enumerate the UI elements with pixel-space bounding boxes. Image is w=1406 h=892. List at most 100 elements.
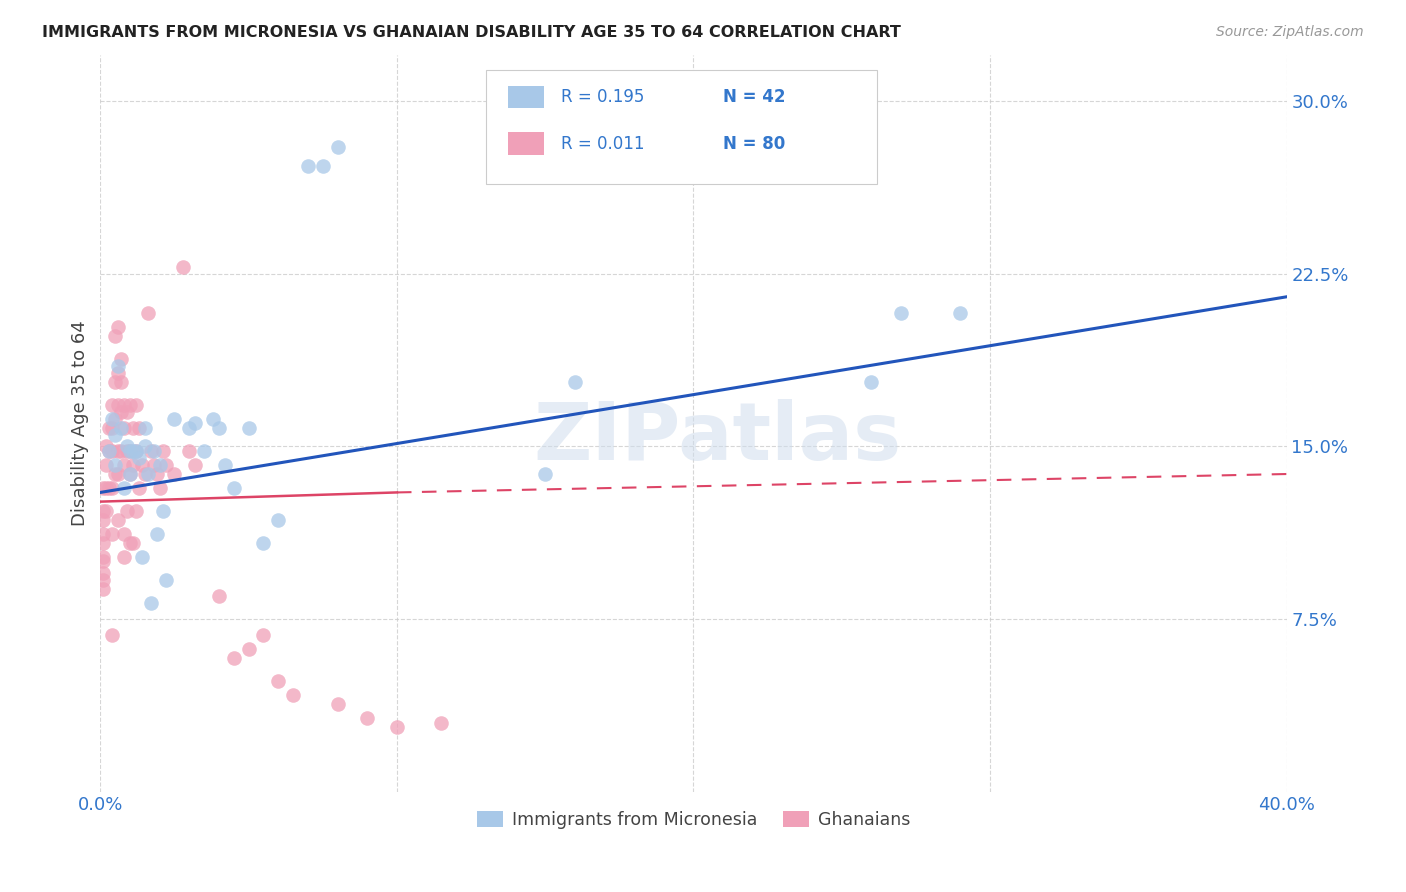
Point: [101, 444, 124, 458]
Point: [118, 398, 141, 412]
Point: [122, 536, 145, 550]
Point: [118, 444, 141, 458]
Point: [122, 458, 145, 472]
Y-axis label: Disability Age 35 to 64: Disability Age 35 to 64: [72, 320, 89, 526]
Point: [208, 421, 231, 435]
Point: [152, 444, 174, 458]
Point: [110, 405, 132, 419]
Point: [91, 513, 114, 527]
Point: [110, 375, 132, 389]
Point: [107, 398, 129, 412]
Point: [98, 444, 121, 458]
Point: [252, 628, 274, 642]
Point: [112, 481, 135, 495]
Point: [112, 549, 135, 564]
Point: [104, 467, 127, 481]
Point: [115, 405, 138, 419]
Text: R = 0.195: R = 0.195: [561, 88, 644, 106]
Point: [155, 573, 177, 587]
Point: [131, 458, 153, 472]
Point: [112, 458, 135, 472]
Text: ZIPatlas: ZIPatlas: [533, 399, 901, 477]
Point: [91, 536, 114, 550]
Point: [145, 526, 167, 541]
Point: [202, 411, 225, 425]
Text: R = 0.011: R = 0.011: [561, 135, 644, 153]
Point: [949, 306, 972, 320]
Point: [91, 573, 114, 587]
Point: [125, 444, 148, 458]
Point: [104, 428, 127, 442]
Point: [110, 421, 132, 435]
Point: [312, 159, 335, 173]
Point: [534, 467, 557, 481]
Point: [96, 458, 118, 472]
Point: [128, 450, 150, 465]
Point: [91, 554, 114, 568]
Text: N = 42: N = 42: [723, 88, 786, 106]
Point: [115, 444, 138, 458]
Point: [131, 549, 153, 564]
Point: [125, 398, 148, 412]
Point: [136, 467, 159, 481]
Point: [101, 481, 124, 495]
Point: [155, 458, 177, 472]
Point: [101, 411, 124, 425]
Point: [107, 467, 129, 481]
Point: [149, 481, 172, 495]
Point: [281, 688, 304, 702]
Point: [163, 411, 186, 425]
Point: [214, 458, 236, 472]
Point: [101, 526, 124, 541]
Point: [110, 351, 132, 366]
Point: [107, 319, 129, 334]
Point: [91, 549, 114, 564]
Point: [104, 375, 127, 389]
Point: [145, 467, 167, 481]
Point: [267, 674, 290, 689]
Point: [179, 421, 201, 435]
Point: [326, 697, 349, 711]
Point: [101, 421, 124, 435]
Point: [142, 458, 165, 472]
Point: [125, 444, 148, 458]
Point: [96, 439, 118, 453]
Point: [104, 329, 127, 343]
Point: [110, 444, 132, 458]
Legend: Immigrants from Micronesia, Ghanaians: Immigrants from Micronesia, Ghanaians: [470, 804, 917, 836]
Point: [252, 536, 274, 550]
Point: [122, 444, 145, 458]
Point: [104, 411, 127, 425]
Point: [172, 260, 194, 274]
Point: [890, 306, 912, 320]
Point: [107, 444, 129, 458]
Point: [163, 467, 186, 481]
Point: [98, 481, 121, 495]
Point: [118, 467, 141, 481]
Point: [134, 421, 156, 435]
Point: [222, 651, 245, 665]
Point: [326, 140, 349, 154]
Point: [152, 504, 174, 518]
Point: [118, 444, 141, 458]
Point: [222, 481, 245, 495]
Text: IMMIGRANTS FROM MICRONESIA VS GHANAIAN DISABILITY AGE 35 TO 64 CORRELATION CHART: IMMIGRANTS FROM MICRONESIA VS GHANAIAN D…: [42, 25, 901, 40]
Point: [134, 467, 156, 481]
Point: [107, 359, 129, 373]
Point: [122, 421, 145, 435]
Point: [91, 504, 114, 518]
Point: [107, 513, 129, 527]
Point: [118, 467, 141, 481]
Point: [139, 444, 162, 458]
Point: [128, 481, 150, 495]
Point: [142, 444, 165, 458]
Point: [860, 375, 883, 389]
Point: [98, 444, 121, 458]
Point: [96, 504, 118, 518]
Point: [179, 444, 201, 458]
Point: [112, 526, 135, 541]
FancyBboxPatch shape: [509, 133, 544, 154]
Point: [98, 421, 121, 435]
Point: [112, 398, 135, 412]
Point: [238, 421, 260, 435]
